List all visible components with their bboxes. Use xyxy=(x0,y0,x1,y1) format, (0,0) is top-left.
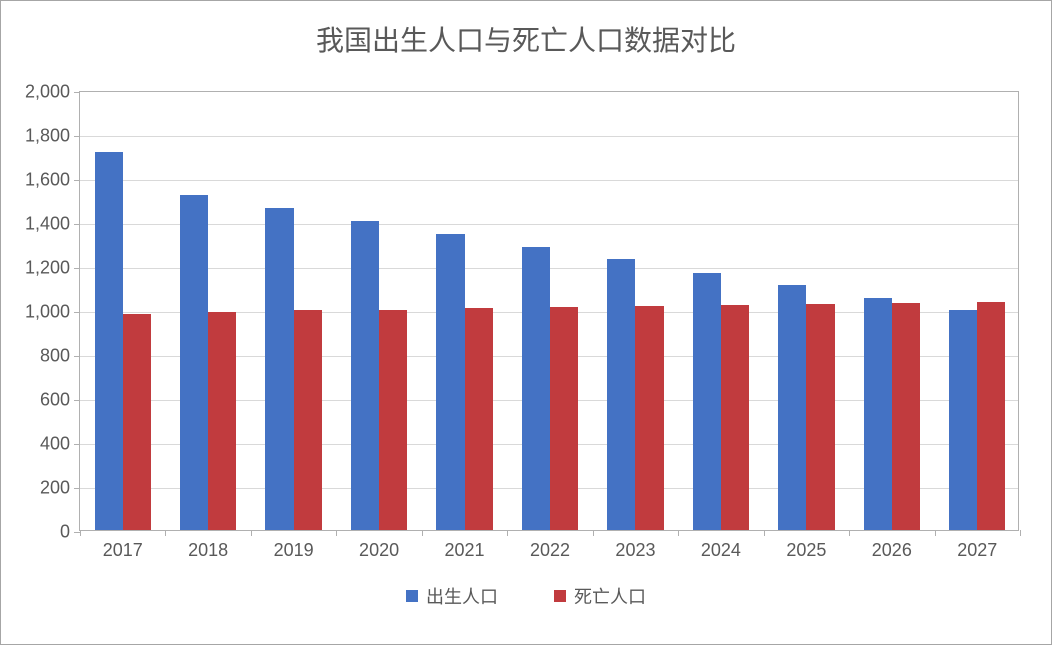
plot-wrap: 02004006008001,0001,2001,4001,6001,8002,… xyxy=(79,91,1019,531)
bar xyxy=(806,304,834,530)
y-tick-mark xyxy=(74,488,80,489)
y-tick-label: 1,200 xyxy=(25,258,70,279)
bar xyxy=(864,298,892,530)
plot-area: 02004006008001,0001,2001,4001,6001,8002,… xyxy=(79,91,1019,531)
x-tick-label: 2018 xyxy=(188,540,228,561)
chart-title: 我国出生人口与死亡人口数据对比 xyxy=(1,1,1051,67)
bar xyxy=(465,308,493,530)
bar xyxy=(607,259,635,530)
x-tick-mark xyxy=(849,530,850,536)
x-tick-label: 2023 xyxy=(615,540,655,561)
x-tick-mark xyxy=(678,530,679,536)
y-tick-mark xyxy=(74,268,80,269)
bar xyxy=(180,195,208,531)
legend-label: 出生人口 xyxy=(426,583,498,609)
x-tick-label: 2026 xyxy=(872,540,912,561)
y-tick-mark xyxy=(74,224,80,225)
x-tick-mark xyxy=(422,530,423,536)
x-tick-mark xyxy=(336,530,337,536)
x-tick-mark xyxy=(165,530,166,536)
bar xyxy=(208,312,236,530)
y-tick-mark xyxy=(74,356,80,357)
legend-label: 死亡人口 xyxy=(574,583,646,609)
legend-item: 出生人口 xyxy=(406,583,498,609)
bar xyxy=(977,302,1005,530)
y-tick-mark xyxy=(74,92,80,93)
x-tick-mark xyxy=(80,530,81,536)
legend: 出生人口 死亡人口 xyxy=(1,583,1051,609)
y-tick-label: 400 xyxy=(40,434,70,455)
bar xyxy=(721,305,749,530)
x-tick-label: 2022 xyxy=(530,540,570,561)
gridline xyxy=(80,180,1018,181)
bar xyxy=(379,310,407,530)
x-tick-label: 2024 xyxy=(701,540,741,561)
legend-swatch xyxy=(554,590,566,602)
y-tick-mark xyxy=(74,180,80,181)
x-tick-label: 2021 xyxy=(445,540,485,561)
bar xyxy=(294,310,322,530)
gridline xyxy=(80,224,1018,225)
y-tick-label: 1,800 xyxy=(25,126,70,147)
y-tick-label: 1,600 xyxy=(25,170,70,191)
x-tick-mark xyxy=(1020,530,1021,536)
y-tick-label: 200 xyxy=(40,478,70,499)
bar xyxy=(635,306,663,530)
x-tick-label: 2017 xyxy=(103,540,143,561)
x-tick-label: 2027 xyxy=(957,540,997,561)
bar xyxy=(892,303,920,530)
y-tick-label: 0 xyxy=(60,522,70,543)
x-tick-mark xyxy=(935,530,936,536)
bar xyxy=(778,285,806,530)
bar xyxy=(95,152,123,530)
chart-frame: 我国出生人口与死亡人口数据对比 02004006008001,0001,2001… xyxy=(0,0,1052,645)
bar xyxy=(265,208,293,530)
bar xyxy=(436,234,464,530)
y-tick-label: 800 xyxy=(40,346,70,367)
bar xyxy=(351,221,379,530)
legend-item: 死亡人口 xyxy=(554,583,646,609)
x-tick-mark xyxy=(507,530,508,536)
legend-swatch xyxy=(406,590,418,602)
x-tick-mark xyxy=(251,530,252,536)
bar xyxy=(693,273,721,530)
x-tick-mark xyxy=(593,530,594,536)
bar xyxy=(550,307,578,530)
x-tick-label: 2019 xyxy=(274,540,314,561)
y-tick-mark xyxy=(74,444,80,445)
y-tick-label: 2,000 xyxy=(25,82,70,103)
y-tick-label: 1,000 xyxy=(25,302,70,323)
x-tick-mark xyxy=(764,530,765,536)
x-tick-label: 2020 xyxy=(359,540,399,561)
bar xyxy=(949,310,977,530)
y-tick-label: 600 xyxy=(40,390,70,411)
gridline xyxy=(80,136,1018,137)
y-tick-label: 1,400 xyxy=(25,214,70,235)
y-tick-mark xyxy=(74,400,80,401)
y-tick-mark xyxy=(74,312,80,313)
x-tick-label: 2025 xyxy=(786,540,826,561)
bar xyxy=(522,247,550,530)
y-tick-mark xyxy=(74,136,80,137)
bar xyxy=(123,314,151,530)
